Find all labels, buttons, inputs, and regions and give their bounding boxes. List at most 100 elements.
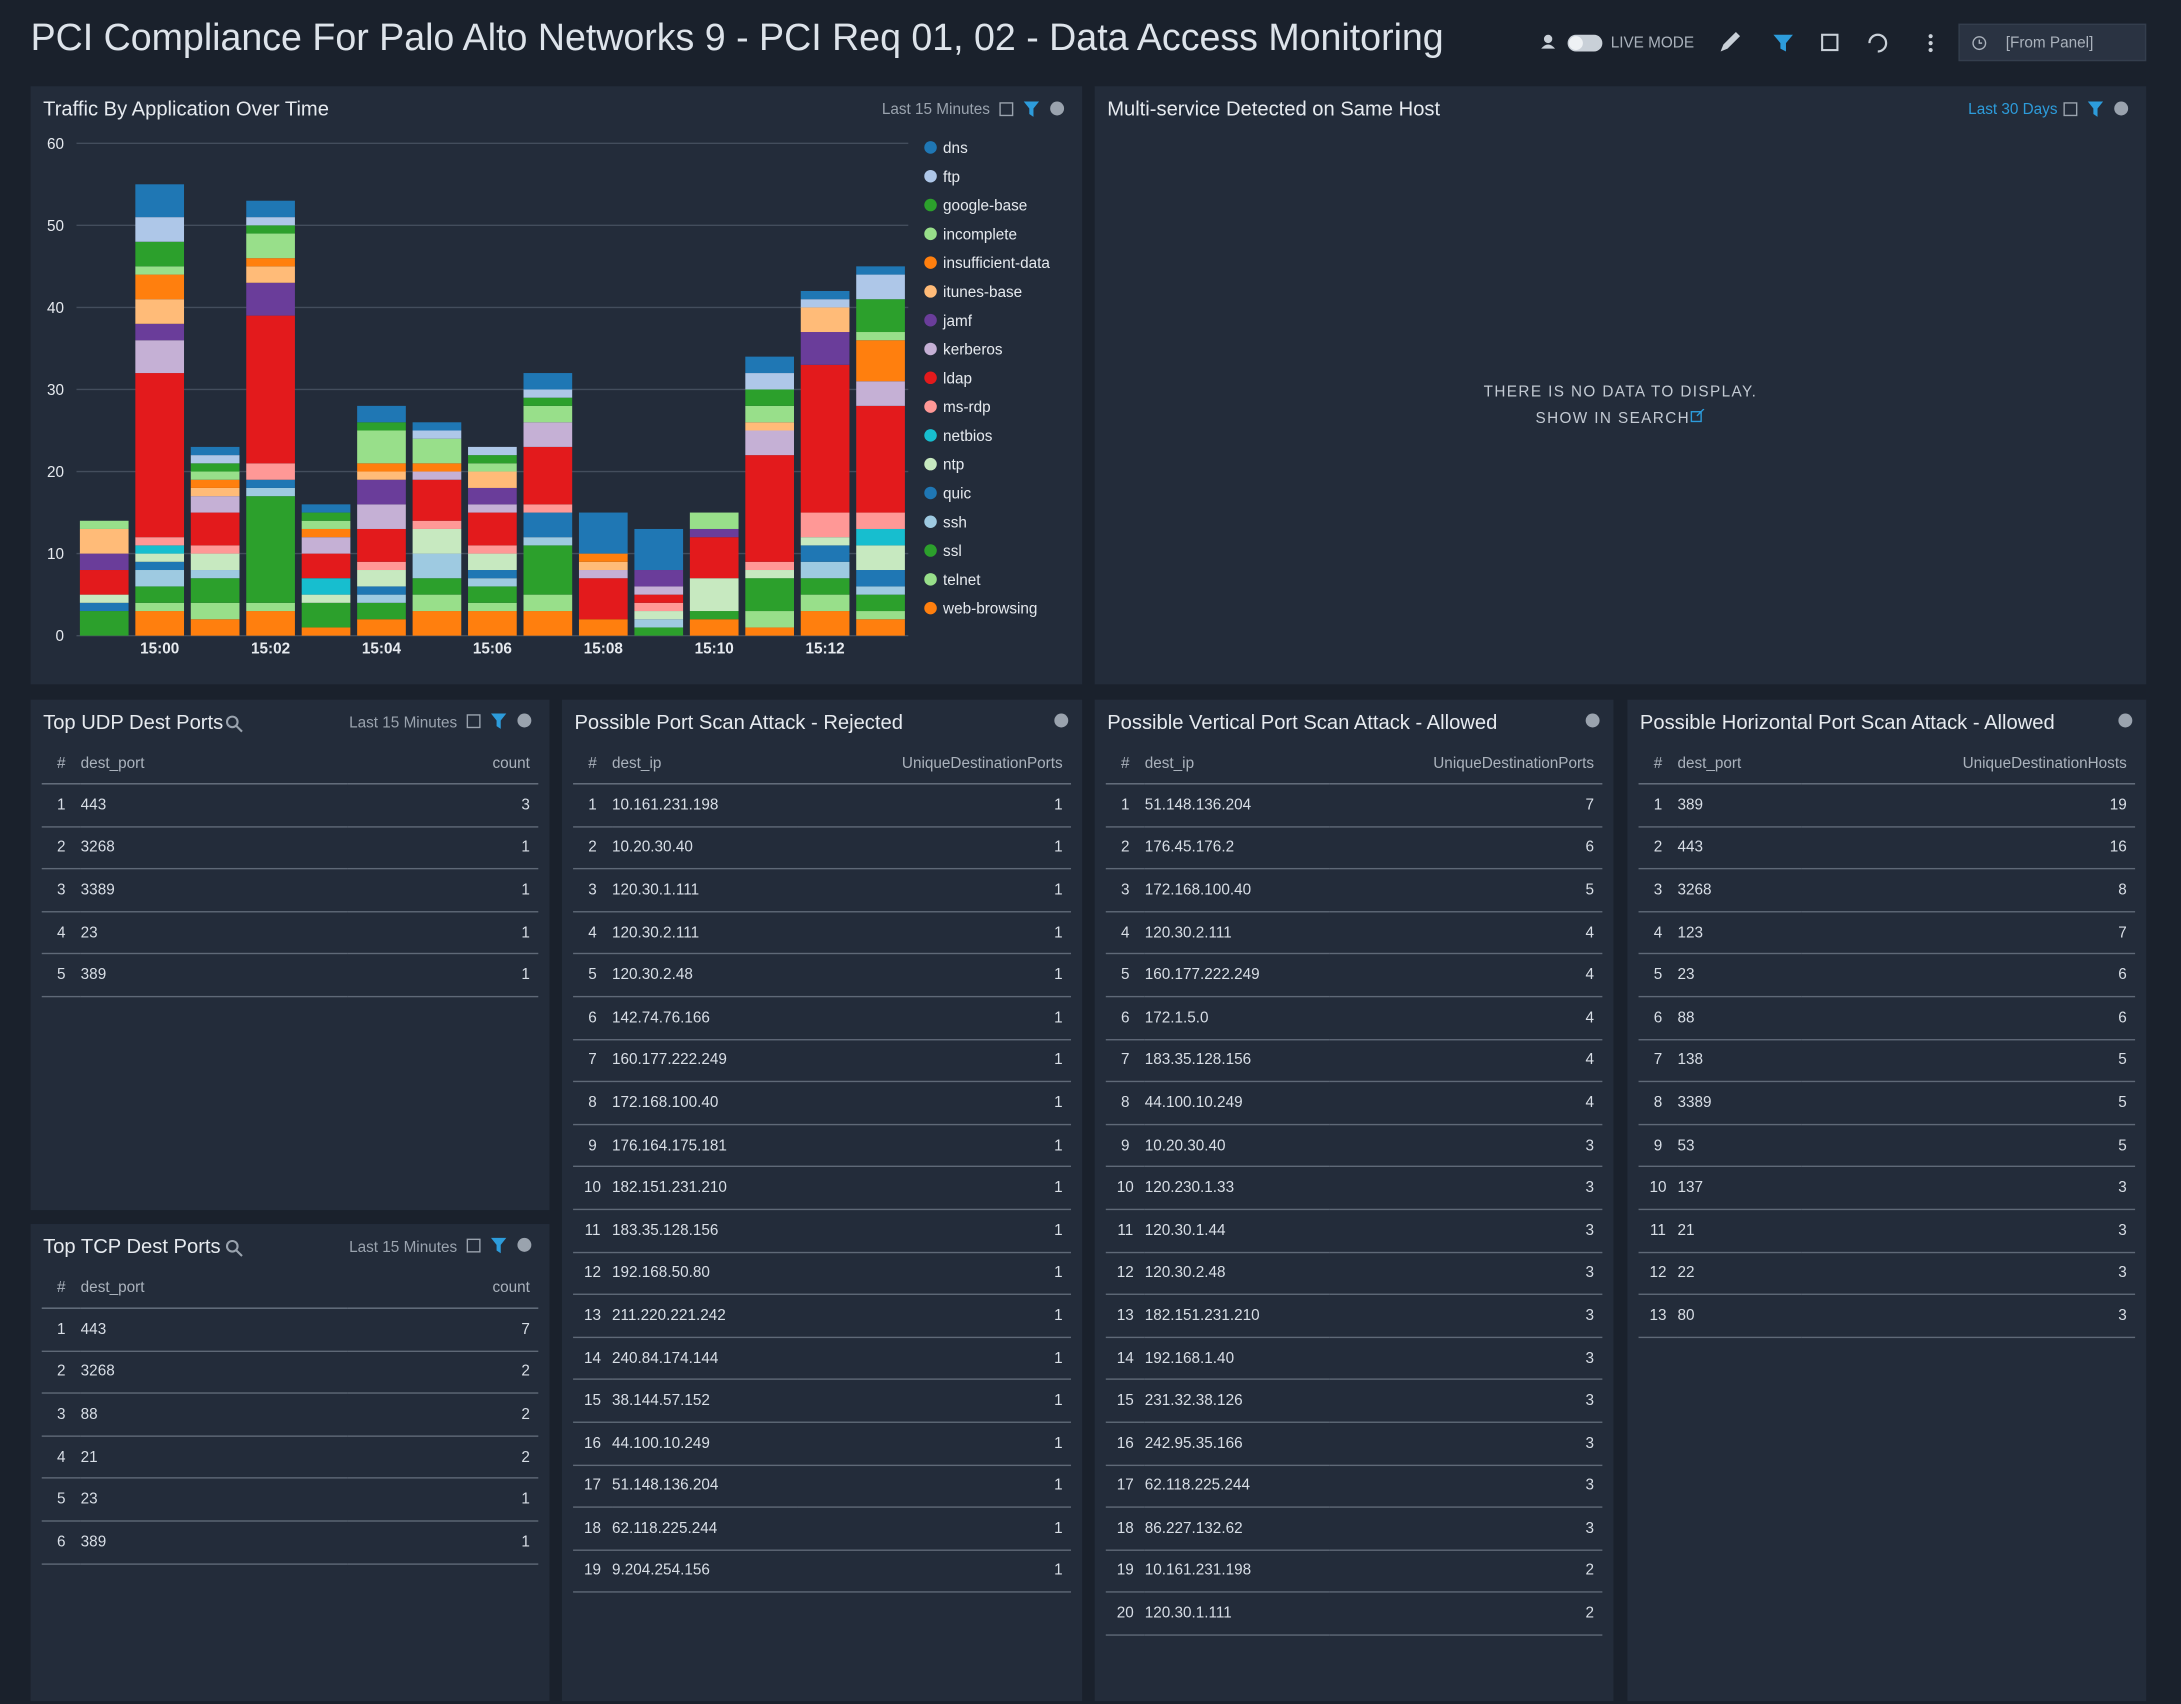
table-cell: 176.164.175.181	[612, 1124, 798, 1168]
filter-icon[interactable]	[1023, 101, 1040, 117]
live-mode-label[interactable]: LIVE MODE	[1610, 34, 1695, 52]
bar-segment	[135, 586, 185, 603]
bar-segment	[79, 611, 129, 636]
bar-segment	[190, 455, 240, 464]
user-icon[interactable]	[1543, 34, 1553, 44]
legend-label: itunes-base	[943, 284, 1022, 301]
bar-segment	[301, 520, 351, 529]
table-row: 16 242.95.35.166 3	[1105, 1422, 1603, 1466]
table-row: 19 9.204.254.156 1	[573, 1549, 1072, 1594]
table-cell: 88	[1677, 996, 1802, 1040]
chart: 0 10 20 30 40 50 60 15:00 15:02 15:04 15:06 15:08 15…	[47, 136, 1050, 658]
link-text[interactable]: SHOW IN SEARCH	[1535, 410, 1691, 428]
bar-segment	[745, 611, 794, 628]
info-icon[interactable]	[1584, 712, 1601, 729]
info-icon[interactable]	[2114, 101, 2129, 116]
table-cell: 9	[1105, 1124, 1145, 1168]
copy-icon[interactable]	[999, 102, 1014, 117]
copy-icon[interactable]	[2063, 102, 2078, 117]
bar-segment	[357, 463, 406, 472]
search-icon[interactable]	[225, 1239, 243, 1257]
table-panel: Possible Vertical Port Scan Attack - All…	[1094, 699, 1614, 1702]
menu-icon[interactable]	[1928, 34, 1933, 39]
table-cell: 3	[1329, 1464, 1603, 1508]
filter-icon[interactable]	[491, 713, 507, 729]
copy-icon[interactable]	[466, 1238, 481, 1253]
table-cell: 3	[1638, 868, 1678, 913]
info-icon[interactable]	[517, 1237, 532, 1252]
bar-segment	[190, 496, 240, 513]
panel-time-range: Last 15 Minutes	[349, 1239, 458, 1257]
y-tick-label: 60	[47, 136, 64, 153]
table-cell: 1	[797, 1549, 1072, 1594]
table-row: 17 51.148.136.204 1	[573, 1464, 1072, 1508]
chart-time-range: Last 15 Minutes	[881, 101, 990, 119]
bar-segment	[634, 570, 684, 587]
bar-segment	[800, 537, 850, 546]
bar-segment	[745, 405, 794, 423]
table-row: 18 62.118.225.244 1	[573, 1507, 1072, 1551]
table-cell: 11	[1105, 1209, 1145, 1253]
table-cell: 2	[573, 826, 613, 870]
search-icon[interactable]	[225, 715, 243, 733]
table-row: 5 23 6	[1638, 954, 2136, 998]
refresh-icon[interactable]	[1868, 33, 1888, 53]
bar-segment	[468, 463, 517, 472]
filter-icon[interactable]	[491, 1237, 507, 1254]
table-row: 6 389 1	[41, 1520, 539, 1565]
bar-segment	[412, 553, 462, 579]
table-cell: 7	[1105, 1039, 1145, 1083]
filter-icon[interactable]	[2087, 101, 2104, 117]
bar-segment	[357, 405, 406, 423]
info-icon[interactable]	[517, 713, 532, 728]
time-range-picker[interactable]: [From Panel]	[1958, 23, 2147, 62]
table-cell: 3	[573, 868, 613, 913]
legend-swatch	[924, 400, 937, 413]
table-cell: 22	[1677, 1251, 1802, 1296]
filter-icon[interactable]	[1773, 34, 1793, 52]
x-tick-label: 15:12	[806, 641, 845, 658]
edit-icon[interactable]	[1720, 31, 1741, 52]
table-cell: 4	[1329, 954, 1603, 998]
table-row: 7 138 5	[1638, 1039, 2136, 1083]
panel-title: Top UDP Dest Ports	[43, 712, 224, 735]
table-cell: 7	[347, 1308, 539, 1352]
table-cell: 3	[1329, 1336, 1603, 1381]
table-cell: 51.148.136.204	[1144, 783, 1330, 828]
share-icon[interactable]	[1821, 33, 1839, 52]
table-row: 3 3389 1	[41, 868, 539, 913]
show-in-search-link[interactable]: SHOW IN SEARCH	[1095, 408, 2147, 428]
table-cell: 182.151.231.210	[612, 1166, 798, 1211]
bar-segment	[246, 463, 295, 480]
legend-label: incomplete	[943, 226, 1017, 243]
table-cell: 160.177.222.249	[612, 1039, 798, 1083]
table-cell: 231.32.38.126	[1144, 1379, 1330, 1423]
info-icon[interactable]	[1050, 101, 1065, 116]
table-cell: 1	[797, 1081, 1072, 1125]
panel-title: Possible Horizontal Port Scan Attack - A…	[1639, 712, 2055, 735]
bar-segment	[578, 512, 628, 554]
bar-segment	[135, 266, 185, 275]
info-icon[interactable]	[2117, 712, 2134, 729]
table-row: 7 183.35.128.156 4	[1105, 1039, 1603, 1083]
panel-title: Multi-service Detected on Same Host	[1107, 98, 1441, 122]
copy-icon[interactable]	[466, 714, 481, 729]
column-header: dest_port	[80, 742, 348, 785]
bar-segment	[301, 512, 351, 521]
bar-segment	[135, 184, 185, 218]
table-cell: 15	[573, 1379, 613, 1423]
legend-swatch	[924, 198, 937, 212]
legend-swatch	[924, 457, 937, 471]
bar-segment	[856, 266, 905, 275]
bar-segment	[246, 487, 295, 497]
table-cell: 142.74.76.166	[612, 996, 798, 1040]
table-cell: 1	[1638, 783, 1678, 828]
table-cell: 14	[573, 1336, 613, 1381]
search-circle	[225, 715, 239, 729]
info-icon[interactable]	[1053, 712, 1070, 729]
table-cell: 240.84.174.144	[612, 1336, 798, 1381]
legend-swatch	[924, 285, 937, 298]
table-cell: 10.20.30.40	[612, 826, 798, 870]
bar-segment	[800, 512, 850, 538]
table-cell: 2	[347, 1435, 539, 1480]
